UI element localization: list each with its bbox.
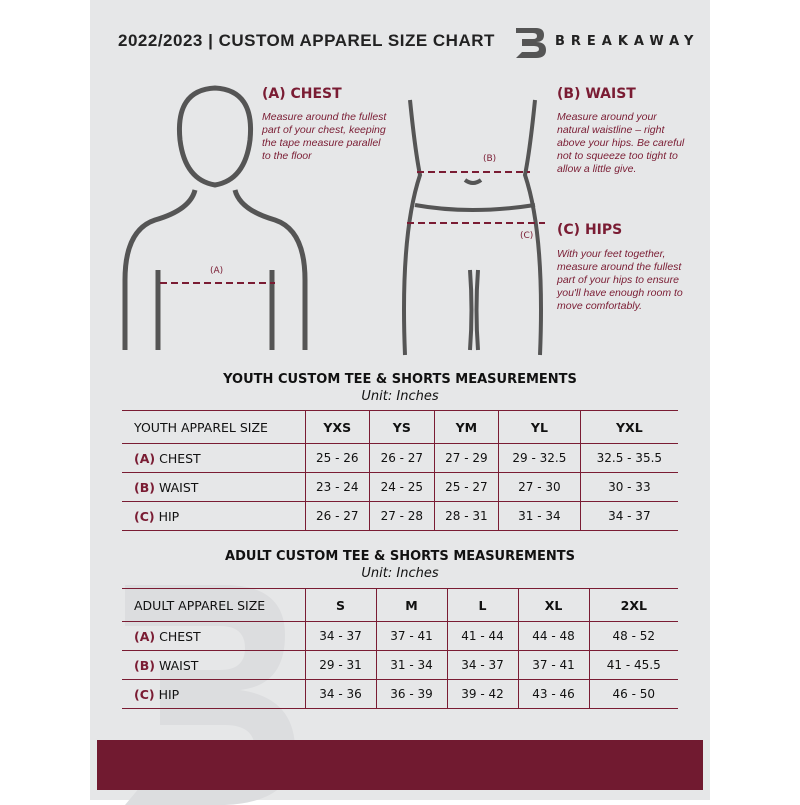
- size-header: YM: [433, 410, 499, 444]
- table-header-row: YOUTH APPAREL SIZE YXS YS YM YL YXL: [122, 410, 678, 444]
- cell: 44 - 48: [517, 621, 590, 651]
- cell: 29 - 31: [304, 650, 377, 680]
- size-header: YS: [369, 410, 435, 444]
- chest-heading: (A) CHEST: [262, 86, 342, 102]
- table-row: (A) CHEST 25 - 26 26 - 27 27 - 29 29 - 32.5…: [122, 443, 678, 473]
- cell: 23 - 24: [304, 472, 370, 502]
- brand-name: BREAKAWAY: [555, 34, 700, 49]
- cell: 28 - 31: [433, 501, 499, 531]
- cell: 34 - 37: [304, 621, 377, 651]
- measure-label: (B) WAIST: [122, 472, 305, 502]
- table-row: (A) CHEST 34 - 37 37 - 41 41 - 44 44 - 48 48…: [122, 621, 678, 651]
- cell: 31 - 34: [375, 650, 448, 680]
- chest-figure-illustration: [122, 85, 308, 350]
- cell: 29 - 32.5: [498, 443, 581, 473]
- cell: 48 - 52: [588, 621, 678, 651]
- cell: 30 - 33: [579, 472, 678, 502]
- waist-hips-figure-illustration: [402, 99, 545, 356]
- size-header: S: [304, 588, 377, 622]
- cell: 39 - 42: [446, 679, 519, 709]
- cell: 46 - 50: [588, 679, 678, 709]
- measure-label: (B) WAIST: [122, 650, 305, 680]
- chest-tag: (A): [210, 266, 224, 276]
- cell: 25 - 26: [304, 443, 370, 473]
- table-row: (C) HIP 26 - 27 27 - 28 28 - 31 31 - 34 34 -…: [122, 501, 678, 531]
- size-label: YOUTH APPAREL SIZE: [122, 410, 305, 444]
- hips-tag: (C): [520, 231, 534, 241]
- size-header: YXS: [304, 410, 370, 444]
- table-row: (B) WAIST 29 - 31 31 - 34 34 - 37 37 - 41 41…: [122, 650, 678, 680]
- adult-unit: Unit: Inches: [361, 566, 439, 581]
- size-header: YL: [498, 410, 581, 444]
- waist-instructions: Measure around your natural waistline – …: [557, 111, 685, 175]
- hips-instructions: With your feet together, measure around …: [557, 248, 683, 312]
- cell: 32.5 - 35.5: [579, 443, 678, 473]
- adult-section-title: ADULT CUSTOM TEE & SHORTS MEASUREMENTS: [225, 549, 575, 564]
- table-row: (B) WAIST 23 - 24 24 - 25 25 - 27 27 - 30 30…: [122, 472, 678, 502]
- cell: 27 - 29: [433, 443, 499, 473]
- measure-label: (A) CHEST: [122, 443, 305, 473]
- size-header: YXL: [579, 410, 678, 444]
- measure-label: (C) HIP: [122, 679, 305, 709]
- cell: 26 - 27: [369, 443, 435, 473]
- chest-instructions: Measure around the fullest part of your …: [262, 111, 387, 162]
- measure-label: (A) CHEST: [122, 621, 305, 651]
- size-header: 2XL: [588, 588, 678, 622]
- cell: 34 - 37: [446, 650, 519, 680]
- waist-tag: (B): [483, 154, 497, 164]
- hips-heading: (C) HIPS: [557, 222, 623, 238]
- cell: 25 - 27: [433, 472, 499, 502]
- youth-section-title: YOUTH CUSTOM TEE & SHORTS MEASUREMENTS: [223, 372, 577, 387]
- cell: 43 - 46: [517, 679, 590, 709]
- cell: 26 - 27: [304, 501, 370, 531]
- cell: 27 - 28: [369, 501, 435, 531]
- cell: 37 - 41: [375, 621, 448, 651]
- size-label: ADULT APPAREL SIZE: [122, 588, 305, 622]
- size-header: L: [446, 588, 519, 622]
- waist-heading: (B) WAIST: [557, 86, 636, 102]
- cell: 24 - 25: [369, 472, 435, 502]
- size-header: M: [375, 588, 448, 622]
- cell: 37 - 41: [517, 650, 590, 680]
- cell: 31 - 34: [498, 501, 581, 531]
- page-title: 2022/2023 | CUSTOM APPAREL SIZE CHART: [118, 31, 495, 50]
- youth-size-table: YOUTH APPAREL SIZE YXS YS YM YL YXL (A) …: [122, 410, 678, 531]
- cell: 41 - 44: [446, 621, 519, 651]
- table-header-row: ADULT APPAREL SIZE S M L XL 2XL: [122, 588, 678, 622]
- size-header: XL: [517, 588, 590, 622]
- cell: 27 - 30: [498, 472, 581, 502]
- footer-bar: [97, 740, 703, 790]
- measure-label: (C) HIP: [122, 501, 305, 531]
- table-row: (C) HIP 34 - 36 36 - 39 39 - 42 43 - 46 46 -…: [122, 679, 678, 709]
- breakaway-logo-icon: [516, 28, 546, 58]
- cell: 34 - 37: [579, 501, 678, 531]
- adult-size-table: ADULT APPAREL SIZE S M L XL 2XL (A) CHES…: [122, 588, 678, 709]
- youth-unit: Unit: Inches: [361, 389, 439, 404]
- cell: 34 - 36: [304, 679, 377, 709]
- cell: 36 - 39: [375, 679, 448, 709]
- cell: 41 - 45.5: [588, 650, 678, 680]
